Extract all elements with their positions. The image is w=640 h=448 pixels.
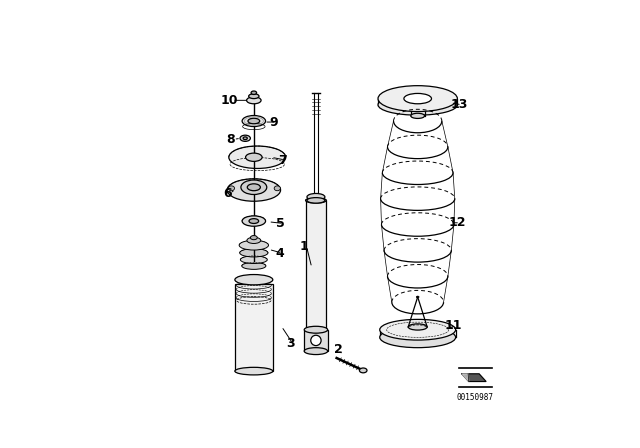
Text: 3: 3 xyxy=(285,337,294,350)
Ellipse shape xyxy=(240,249,268,257)
Ellipse shape xyxy=(305,327,326,332)
Ellipse shape xyxy=(246,153,262,161)
Ellipse shape xyxy=(307,194,325,200)
Ellipse shape xyxy=(411,113,424,118)
Ellipse shape xyxy=(241,180,267,194)
Ellipse shape xyxy=(304,326,328,333)
Text: 13: 13 xyxy=(451,98,468,111)
Ellipse shape xyxy=(243,137,247,140)
Text: 1: 1 xyxy=(300,241,308,254)
Ellipse shape xyxy=(274,186,280,191)
Ellipse shape xyxy=(228,186,234,191)
Ellipse shape xyxy=(378,95,458,115)
Ellipse shape xyxy=(311,335,321,345)
Ellipse shape xyxy=(247,237,260,244)
Ellipse shape xyxy=(304,348,328,354)
Polygon shape xyxy=(462,374,486,382)
Text: 5: 5 xyxy=(276,217,285,230)
Ellipse shape xyxy=(250,236,257,240)
Text: 11: 11 xyxy=(444,319,462,332)
Ellipse shape xyxy=(380,319,456,340)
Ellipse shape xyxy=(241,256,268,263)
Ellipse shape xyxy=(242,216,266,226)
Ellipse shape xyxy=(305,198,326,203)
Text: 8: 8 xyxy=(227,133,235,146)
Ellipse shape xyxy=(251,91,257,95)
Text: 4: 4 xyxy=(275,247,284,260)
Polygon shape xyxy=(462,374,468,382)
Bar xyxy=(305,200,326,330)
Ellipse shape xyxy=(248,118,260,124)
Text: 7: 7 xyxy=(278,154,287,167)
Ellipse shape xyxy=(404,94,431,104)
Ellipse shape xyxy=(240,135,250,142)
Text: 9: 9 xyxy=(269,116,278,129)
Ellipse shape xyxy=(239,241,269,250)
Ellipse shape xyxy=(307,198,325,203)
Ellipse shape xyxy=(246,97,261,104)
Bar xyxy=(235,284,273,371)
Ellipse shape xyxy=(227,179,280,201)
Ellipse shape xyxy=(242,116,266,126)
Ellipse shape xyxy=(235,275,273,285)
Ellipse shape xyxy=(416,296,419,298)
Ellipse shape xyxy=(229,146,285,168)
Ellipse shape xyxy=(235,367,273,375)
Text: 12: 12 xyxy=(449,216,466,229)
Text: 10: 10 xyxy=(221,94,238,107)
Ellipse shape xyxy=(249,219,259,224)
Bar xyxy=(304,330,328,351)
Text: 6: 6 xyxy=(223,187,232,200)
Text: 00150987: 00150987 xyxy=(457,393,494,402)
Ellipse shape xyxy=(408,324,427,330)
Ellipse shape xyxy=(242,263,266,269)
Text: 2: 2 xyxy=(334,343,343,356)
Ellipse shape xyxy=(380,327,456,348)
Ellipse shape xyxy=(249,94,259,99)
Ellipse shape xyxy=(360,368,367,373)
Ellipse shape xyxy=(247,184,260,191)
Ellipse shape xyxy=(378,86,458,112)
